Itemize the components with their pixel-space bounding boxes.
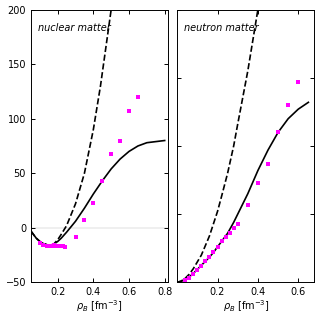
Point [215,244,220,250]
Point [203,259,208,264]
Point [41,242,46,247]
Point [55,244,60,249]
Point [82,218,87,223]
Point [191,272,196,277]
Point [50,243,55,248]
Point [47,243,52,248]
Point [265,161,270,166]
Point [44,243,50,248]
Point [223,235,228,240]
Point [245,202,250,207]
Point [187,275,192,280]
Point [227,231,232,236]
Point [235,221,240,226]
Text: neutron matter: neutron matter [184,23,259,33]
Point [195,268,200,273]
Point [296,79,301,84]
Point [91,200,96,205]
Point [60,244,66,249]
Point [108,151,114,156]
Point [286,102,291,108]
Point [62,244,68,249]
Point [276,130,281,135]
Point [59,244,64,249]
Point [135,94,140,100]
Point [37,241,42,246]
Point [57,243,62,248]
Point [52,243,57,248]
Point [231,225,236,230]
X-axis label: $\rho_B$ [fm$^{-3}$]: $\rho_B$ [fm$^{-3}$] [222,299,269,315]
Point [219,239,224,244]
Point [53,243,59,248]
Point [117,138,123,143]
Point [73,234,78,239]
X-axis label: $\rho_B$ [fm$^{-3}$]: $\rho_B$ [fm$^{-3}$] [76,299,123,315]
Point [100,178,105,183]
Point [183,278,188,283]
Point [207,255,212,260]
Point [255,180,260,185]
Point [48,243,53,248]
Point [126,108,132,114]
Point [199,263,204,268]
Point [211,250,216,255]
Text: nuclear matter: nuclear matter [38,23,110,33]
